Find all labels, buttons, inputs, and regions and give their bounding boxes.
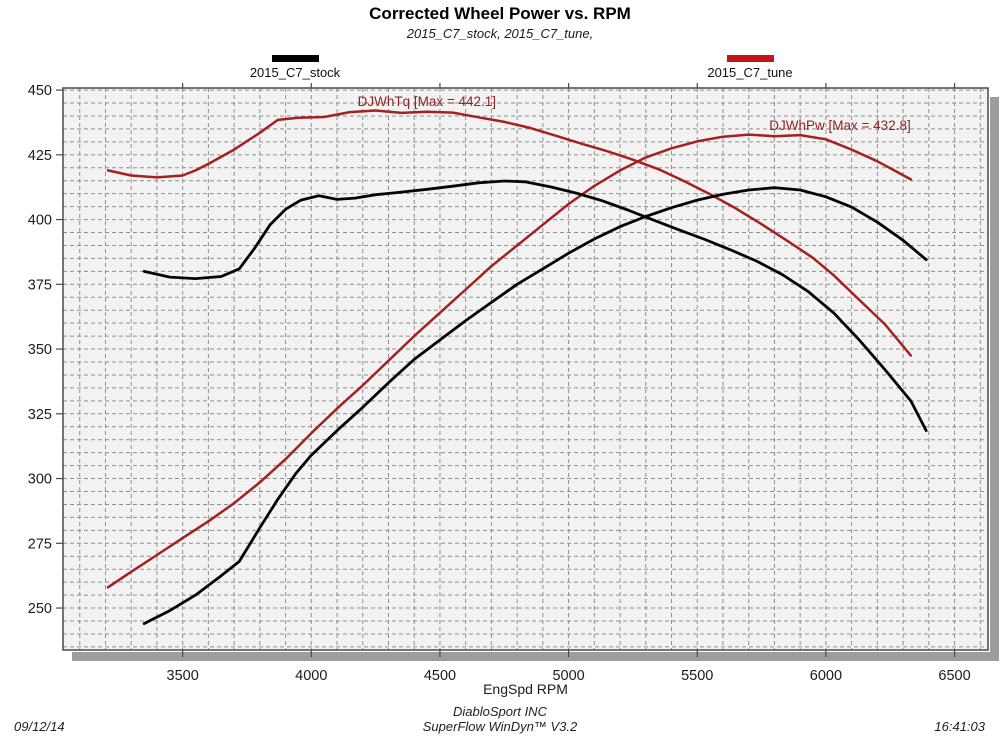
curve-2015_C7_stock-DJWhPw bbox=[142, 186, 928, 625]
axis-ticks bbox=[56, 83, 956, 657]
x-tick-label: 6000 bbox=[810, 668, 842, 684]
x-tick-label: 3500 bbox=[167, 668, 199, 684]
y-tick-label: 250 bbox=[28, 601, 52, 617]
legend-swatch-stock bbox=[271, 55, 319, 62]
legend-label-tune: 2015_C7_tune bbox=[707, 65, 793, 80]
x-axis-label: EngSpd RPM bbox=[483, 681, 568, 697]
y-tick-label: 325 bbox=[28, 407, 52, 423]
annotation-1: DJWhPw [Max = 432.8] bbox=[769, 118, 910, 133]
x-tick-label: 4000 bbox=[295, 668, 327, 684]
curve-2015_C7_stock-DJWhTq bbox=[142, 179, 928, 433]
footer-date: 09/12/14 bbox=[14, 719, 65, 734]
plot-border bbox=[62, 87, 989, 651]
page-subtitle: 2015_C7_stock, 2015_C7_tune, bbox=[406, 26, 594, 41]
y-tick-label: 400 bbox=[28, 213, 52, 229]
curve-2015_C7_tune-DJWhTq bbox=[106, 109, 913, 357]
gridlines bbox=[63, 88, 988, 650]
plot-shadow-right bbox=[990, 97, 999, 661]
legend-entry-tune: 2015_C7_tune bbox=[670, 55, 830, 80]
legend-entry-stock: 2015_C7_stock bbox=[215, 55, 375, 80]
legend-swatch-tune bbox=[726, 55, 774, 62]
x-tick-label: 4500 bbox=[424, 668, 456, 684]
annotation-0: DJWhTq [Max = 442.1] bbox=[358, 94, 496, 109]
footer-time: 16:41:03 bbox=[934, 719, 985, 734]
plot-background bbox=[63, 88, 988, 650]
footer-software: SuperFlow WinDyn™ V3.2 bbox=[422, 719, 578, 734]
y-tick-label: 300 bbox=[28, 472, 52, 488]
x-tick-label: 5500 bbox=[681, 668, 713, 684]
legend-label-stock: 2015_C7_stock bbox=[249, 65, 341, 80]
y-tick-label: 425 bbox=[28, 148, 52, 164]
y-tick-label: 375 bbox=[28, 277, 52, 293]
y-tick-label: 450 bbox=[28, 83, 52, 99]
y-tick-label: 350 bbox=[28, 342, 52, 358]
footer-brand: DiabloSport INC bbox=[453, 704, 547, 719]
page-title: Corrected Wheel Power vs. RPM bbox=[369, 4, 631, 23]
plot-shadow-bottom bbox=[72, 652, 999, 661]
x-tick-label: 6500 bbox=[938, 668, 970, 684]
x-tick-label: 5000 bbox=[552, 668, 584, 684]
y-tick-label: 275 bbox=[28, 536, 52, 552]
curve-2015_C7_tune-DJWhPw bbox=[106, 133, 913, 589]
